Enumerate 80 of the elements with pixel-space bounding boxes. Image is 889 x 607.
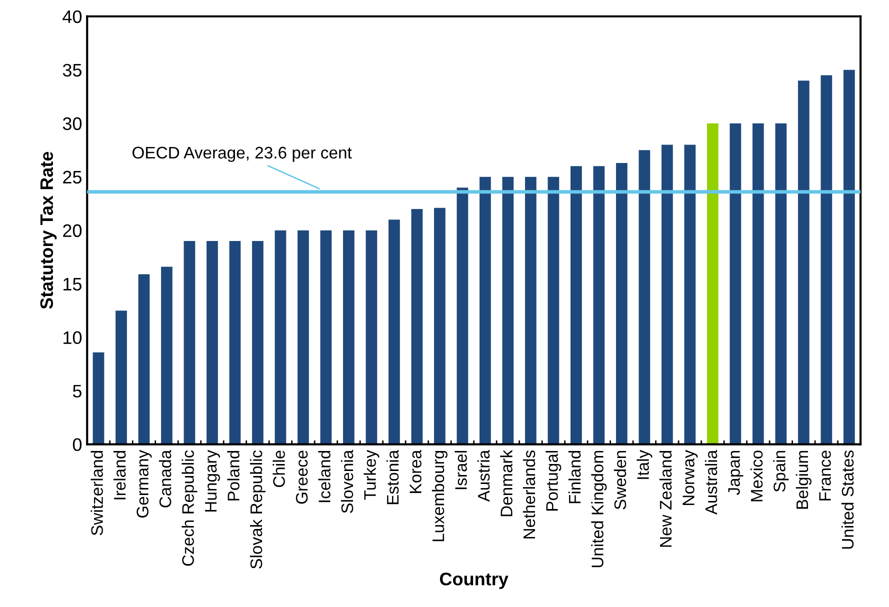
x-tick-label: Chile [272, 450, 285, 488]
bar [252, 241, 264, 444]
bar [298, 230, 309, 444]
x-tick-label: Turkey [364, 450, 380, 500]
x-tick-label: Iceland [318, 450, 330, 502]
bar [274, 230, 286, 444]
bar [662, 144, 673, 444]
x-tick-label: Czech Republic [182, 450, 198, 566]
x-tick-label: Italy [636, 450, 652, 479]
bar [570, 166, 582, 444]
x-tick-label: Poland [227, 450, 240, 500]
bar [525, 176, 536, 444]
bar [229, 241, 241, 444]
ref-line-label: OECD Average, 23.6 per cent [132, 146, 352, 162]
bar [548, 176, 560, 444]
bar [161, 266, 172, 444]
bar [366, 230, 378, 444]
bar [320, 230, 332, 444]
y-tick-label: 20 [63, 224, 82, 238]
bar [684, 144, 696, 444]
bar [92, 352, 104, 444]
bar [138, 274, 150, 444]
x-tick-label: United Kingdom [591, 450, 607, 568]
bar [707, 123, 718, 444]
bar [593, 166, 605, 444]
x-tick-label: Mexico [750, 450, 763, 502]
x-tick-label: Belgium [796, 450, 812, 509]
y-tick-label: 10 [64, 331, 82, 344]
y-tick-label: 35 [62, 64, 82, 77]
x-tick-label: Portugal [546, 450, 562, 511]
y-tick-label: 30 [62, 117, 82, 130]
x-tick-label: Luxembourg [432, 450, 448, 542]
y-tick-label: 25 [63, 170, 82, 184]
x-tick-label: Japan [728, 450, 744, 496]
bar [775, 123, 787, 444]
x-tick-label: Hungary [205, 450, 220, 512]
x-tick-label: Austria [477, 450, 490, 502]
bar [206, 241, 218, 444]
x-tick-label: Finland [568, 450, 581, 504]
y-tick-label: 15 [64, 278, 82, 291]
bar [752, 123, 764, 444]
x-tick-label: Denmark [500, 450, 512, 516]
x-tick-label: Australia [704, 450, 718, 515]
x-tick-label: Germany [136, 450, 152, 518]
x-tick-label: Netherlands [522, 450, 536, 538]
bar [638, 150, 650, 444]
bar [343, 230, 354, 444]
bar [616, 162, 628, 444]
x-tick-label: Switzerland [90, 450, 103, 536]
bar [184, 241, 196, 444]
x-tick-label: United States [841, 450, 854, 549]
x-tick-label: New Zealand [659, 450, 672, 547]
bar [843, 70, 855, 444]
y-tick-label: 5 [72, 384, 82, 398]
x-tick-label: Israel [454, 450, 467, 490]
bar [820, 75, 832, 444]
x-tick-label: Korea [410, 450, 422, 493]
bar [116, 310, 127, 444]
y-tick-label: 40 [62, 10, 82, 24]
bar [411, 208, 423, 444]
x-axis-title: Country [440, 572, 508, 589]
x-tick-label: France [819, 450, 831, 500]
bar [798, 80, 810, 444]
bar [480, 176, 491, 444]
x-tick-label: Sweden [614, 450, 626, 510]
bar [502, 176, 514, 444]
bar [456, 188, 468, 444]
x-tick-label: Spain [773, 450, 789, 492]
bar [434, 208, 446, 444]
x-tick-label: Slovenia [340, 450, 354, 514]
bar [730, 123, 742, 444]
x-tick-label: Slovak Republic [250, 450, 266, 569]
y-tick-label: 0 [72, 438, 82, 452]
x-tick-label: Estonia [386, 450, 399, 504]
x-tick-label: Ireland [113, 450, 126, 500]
x-tick-label: Norway [682, 450, 698, 506]
bar [388, 220, 400, 444]
x-tick-label: Canada [158, 450, 172, 508]
x-tick-label: Greece [296, 450, 308, 504]
y-axis-title: Statutory Tax Rate [40, 152, 57, 309]
